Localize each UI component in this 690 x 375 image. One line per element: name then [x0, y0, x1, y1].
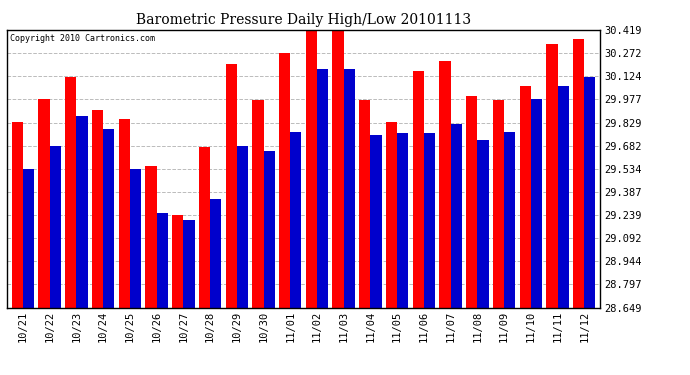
- Bar: [264, 151, 275, 308]
- Bar: [50, 146, 61, 308]
- Bar: [397, 134, 408, 308]
- Bar: [359, 100, 371, 308]
- Bar: [12, 122, 23, 308]
- Bar: [184, 219, 195, 308]
- Bar: [172, 215, 184, 308]
- Bar: [558, 86, 569, 308]
- Bar: [306, 30, 317, 308]
- Bar: [424, 134, 435, 308]
- Bar: [119, 119, 130, 308]
- Bar: [504, 132, 515, 308]
- Bar: [520, 86, 531, 308]
- Bar: [546, 44, 558, 308]
- Bar: [333, 30, 344, 308]
- Bar: [279, 53, 290, 307]
- Bar: [440, 61, 451, 308]
- Bar: [493, 100, 504, 308]
- Bar: [199, 147, 210, 308]
- Bar: [237, 146, 248, 308]
- Bar: [584, 77, 595, 308]
- Bar: [23, 170, 34, 308]
- Title: Barometric Pressure Daily High/Low 20101113: Barometric Pressure Daily High/Low 20101…: [136, 13, 471, 27]
- Bar: [477, 140, 489, 308]
- Bar: [344, 69, 355, 308]
- Bar: [290, 132, 302, 308]
- Bar: [226, 64, 237, 308]
- Bar: [146, 166, 157, 308]
- Bar: [130, 170, 141, 308]
- Bar: [103, 129, 115, 308]
- Bar: [413, 70, 424, 308]
- Bar: [386, 122, 397, 308]
- Bar: [210, 199, 221, 308]
- Bar: [65, 77, 77, 308]
- Text: Copyright 2010 Cartronics.com: Copyright 2010 Cartronics.com: [10, 34, 155, 43]
- Bar: [573, 39, 584, 308]
- Bar: [451, 124, 462, 308]
- Bar: [466, 96, 477, 308]
- Bar: [77, 116, 88, 308]
- Bar: [157, 213, 168, 308]
- Bar: [531, 99, 542, 308]
- Bar: [317, 69, 328, 308]
- Bar: [253, 100, 264, 308]
- Bar: [39, 99, 50, 308]
- Bar: [92, 110, 103, 308]
- Bar: [371, 135, 382, 308]
